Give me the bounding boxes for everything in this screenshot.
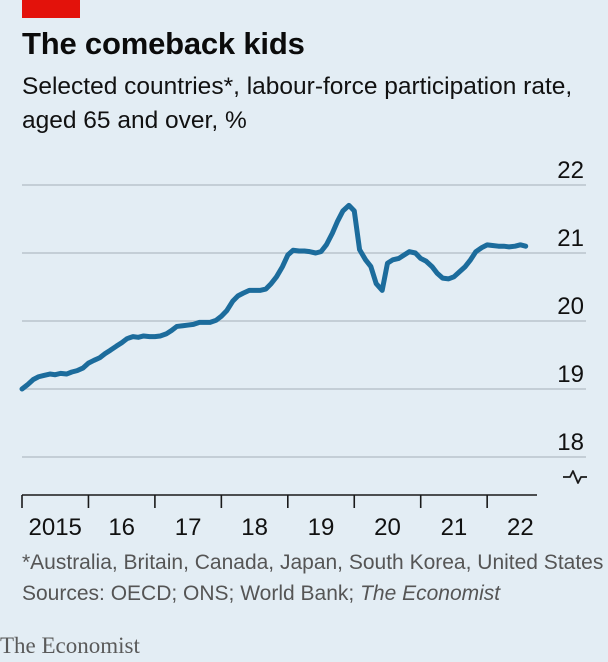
x-tick-label: 16 [108,514,135,540]
series-layer [19,202,529,392]
x-tick-label: 20 [374,514,401,540]
y-tick-label: 20 [557,293,584,320]
series-line-0 [19,202,529,392]
y-tick-label: 22 [557,157,584,184]
y-tick-label: 19 [557,361,584,388]
x-axis [21,470,587,508]
axis-break-marker [563,470,587,484]
chart-title: The comeback kids [22,26,305,61]
x-tick-label: 2015 [29,514,82,540]
x-tick-label: 17 [175,514,202,540]
economist-logo: The Economist [0,633,140,658]
tick-labels: 22 21 20 19 18 2015 16 17 18 19 20 21 22 [29,157,584,540]
y-tick-label: 18 [557,429,584,456]
sources-text: Sources: OECD; ONS; World Bank; [22,582,361,605]
chart-subtitle: Selected countries*, labour-force partic… [22,73,573,134]
grid-layer [22,184,586,458]
x-tick-label: 19 [308,514,335,540]
sources-publication: The Economist [360,582,501,605]
line-chart-svg: 22 21 20 19 18 2015 16 17 18 19 20 21 22 [19,157,587,540]
x-tick-label: 21 [441,514,468,540]
chart-sources: Sources: OECD; ONS; World Bank; The Econ… [22,582,500,606]
y-tick-label: 21 [557,225,584,252]
chart-footnote: *Australia, Britain, Canada, Japan, Sout… [22,551,604,574]
x-tick-label: 22 [507,514,534,540]
brand-red-tag [22,0,80,18]
x-tick-label: 18 [241,514,268,540]
line-chart: 22 21 20 19 18 2015 16 17 18 19 20 21 22 [0,150,608,540]
